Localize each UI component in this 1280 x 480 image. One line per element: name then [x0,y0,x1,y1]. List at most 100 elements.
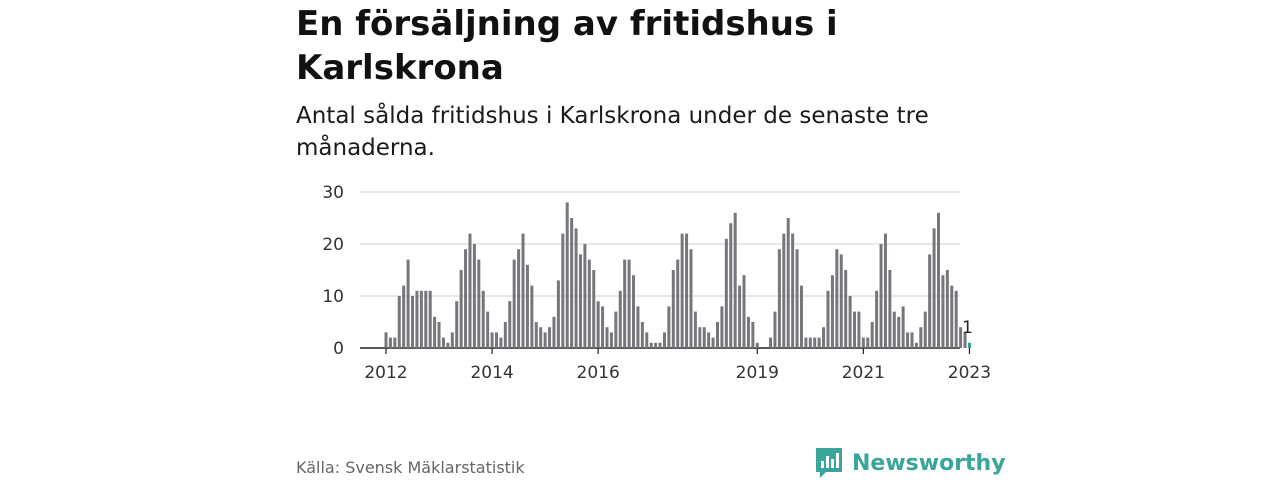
bar [490,332,494,348]
bar [914,342,918,348]
bar [397,296,401,348]
bar [817,337,821,348]
bar [729,223,733,348]
bar [627,259,631,348]
bar [671,270,675,348]
bar [702,327,706,348]
x-tick-label: 2021 [842,363,885,383]
bar [928,254,932,348]
bar [605,327,609,348]
bar [543,332,547,348]
x-tick-label: 2014 [470,363,513,383]
bar [583,244,587,348]
bar [654,342,658,348]
bar [468,233,472,348]
bar [883,233,887,348]
bar [742,275,746,348]
bar [937,212,940,348]
bar [676,259,680,348]
bar [503,322,507,348]
bar [954,290,958,348]
bar [866,337,870,348]
bar [707,332,711,348]
bar [450,332,454,348]
bar [459,270,463,348]
y-tick-label: 30 [322,183,344,203]
bar-chart: 0 10 20 30 2012 2014 2016 2019 2021 2023 1 [322,183,991,383]
bar [844,270,848,348]
bar [455,301,459,348]
x-axis-ticks: 2012 2014 2016 2019 2021 2023 [364,348,991,383]
source-note: Källa: Svensk Mäklarstatistik [296,458,525,477]
bar [693,311,697,348]
bar [632,275,636,348]
bar [786,218,790,348]
bar [919,327,923,348]
bar [857,311,861,348]
bar [592,270,596,348]
bar [437,322,441,348]
bar [565,202,569,348]
bar [813,337,817,348]
bar [941,275,945,348]
bar [578,254,582,348]
bar [561,233,565,348]
bar [932,228,936,348]
bar [618,290,622,348]
bar [879,244,883,348]
bar [521,233,525,348]
y-tick-label: 20 [322,235,344,255]
bar [446,342,450,348]
bar [464,249,468,348]
bar [609,332,613,348]
bar [711,337,715,348]
bar [959,327,963,348]
bar [875,290,879,348]
bar [433,316,437,348]
bar [853,311,857,348]
bar [839,254,843,348]
bar [835,249,839,348]
bar [861,337,865,348]
y-axis-ticks: 0 10 20 30 [322,183,344,359]
brand-name: Newsworthy [852,450,1006,476]
bar [601,306,605,348]
bar [746,316,750,348]
bar [570,218,574,348]
bar [906,332,910,348]
bar [782,233,786,348]
bar [658,342,662,348]
bar [888,270,892,348]
bar [406,259,410,348]
bar [662,332,666,348]
x-tick-label: 2019 [736,363,779,383]
bar [512,259,516,348]
bar [649,342,653,348]
y-tick-label: 10 [322,287,344,307]
x-tick-label: 2016 [577,363,620,383]
bar [733,212,737,348]
bar [769,337,773,348]
bar [552,316,556,348]
bar [791,233,795,348]
bar [539,327,543,348]
brand-logo: Newsworthy [814,446,1006,480]
bar [685,233,689,348]
bar [901,306,905,348]
bar [716,322,719,348]
bar [623,259,627,348]
y-tick-label: 0 [333,339,344,359]
bar [428,290,432,348]
bar [402,285,406,348]
bar [574,228,578,348]
gridlines [360,191,960,349]
bar [799,285,803,348]
bar [419,290,423,348]
bar [689,249,693,348]
bar [388,337,392,348]
bar [472,244,476,348]
bar [738,285,742,348]
bar [724,238,728,348]
bar [773,311,777,348]
bar [830,275,834,348]
